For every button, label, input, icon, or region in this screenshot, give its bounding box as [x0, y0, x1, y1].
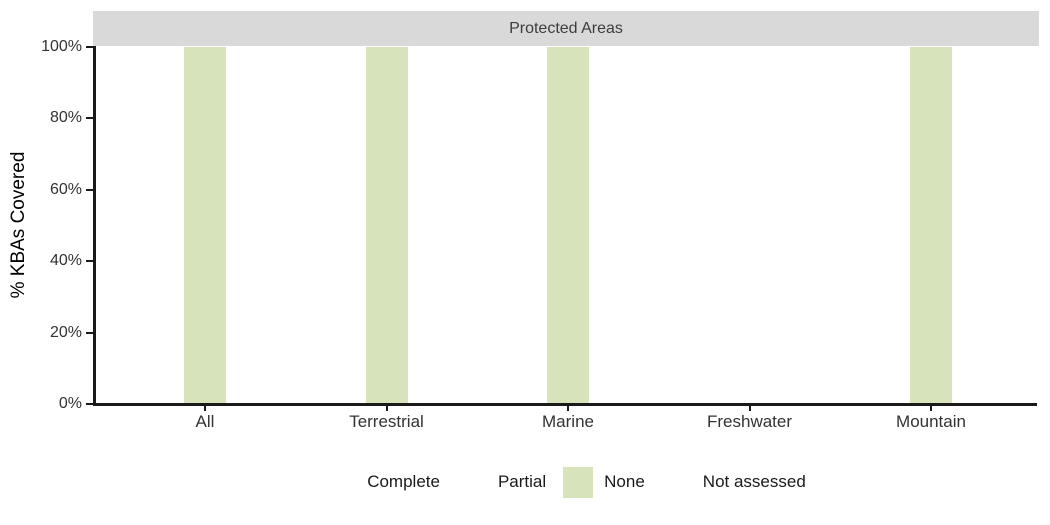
legend-label: Complete	[367, 472, 440, 491]
y-tick-mark	[86, 331, 93, 334]
legend-label: None	[604, 472, 645, 491]
y-tick-mark	[86, 46, 93, 48]
legend-item-not-assessed: Not assessed	[661, 466, 806, 498]
y-tick-mark	[86, 260, 93, 263]
facet-strip-label: Protected Areas	[509, 19, 623, 37]
y-axis-title: % KBAs Covered	[8, 151, 29, 299]
x-tick-mark	[748, 405, 751, 411]
y-tick-label: 60%	[49, 180, 82, 198]
legend-label: Not assessed	[702, 472, 806, 491]
legend-item-complete: Complete	[326, 466, 440, 498]
facet-strip: Protected Areas	[93, 11, 1039, 46]
legend-swatch	[661, 466, 692, 498]
bar-all	[184, 47, 226, 404]
x-tick-mark	[204, 405, 206, 411]
bar-mountain	[910, 47, 952, 404]
x-tick-mark	[930, 405, 932, 411]
x-tick-mark	[567, 405, 569, 411]
y-tick-label: 80%	[49, 109, 82, 127]
legend-label: Partial	[497, 472, 547, 491]
legend-item-none: None	[563, 466, 645, 498]
legend-item-partial: Partial	[456, 466, 547, 498]
y-tick-label: 40%	[49, 252, 82, 270]
x-tick-label-all: All	[195, 412, 215, 431]
x-tick-label-mountain: Mountain	[896, 412, 966, 431]
y-tick-label: 20%	[49, 323, 82, 341]
x-tick-label-marine: Marine	[542, 412, 594, 431]
y-tick-label: 100%	[41, 38, 82, 55]
x-axis-line	[93, 403, 1037, 406]
y-axis-line	[93, 46, 96, 404]
legend-swatch	[563, 466, 594, 498]
legend-swatch	[326, 466, 357, 498]
legend-swatch	[456, 466, 487, 498]
y-tick-mark	[86, 403, 93, 405]
x-tick-label-terrestrial: Terrestrial	[349, 412, 424, 431]
y-tick-mark	[86, 117, 93, 120]
bar-terrestrial	[365, 47, 408, 404]
x-tick-label-freshwater: Freshwater	[706, 412, 793, 431]
bar-marine	[547, 47, 589, 404]
y-tick-label: 0%	[58, 395, 82, 412]
x-tick-mark	[385, 405, 388, 411]
y-tick-mark	[86, 188, 93, 191]
legend: Complete Partial None Not assessed	[93, 464, 1039, 500]
